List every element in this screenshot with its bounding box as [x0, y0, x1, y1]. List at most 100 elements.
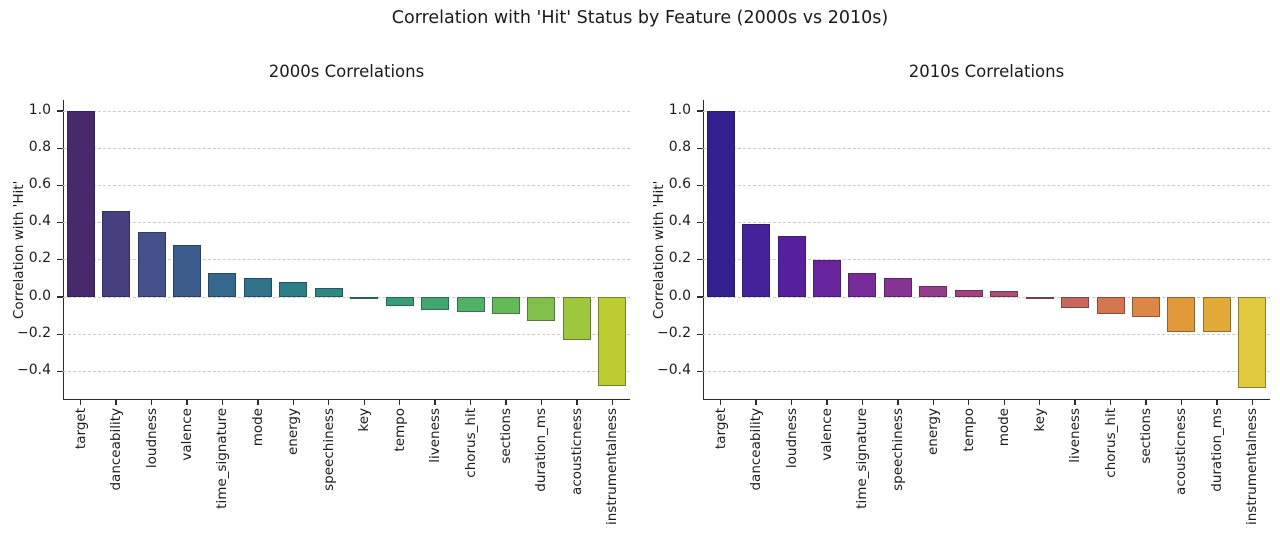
- y-tick-mark: [697, 147, 703, 149]
- bar-chorus_hit: [456, 297, 485, 312]
- gridline: [63, 296, 630, 298]
- y-tick-label: 0.0: [668, 287, 691, 304]
- y-tick-label: −0.4: [17, 361, 51, 378]
- bar-valence: [173, 244, 202, 297]
- x-tick-mark: [328, 400, 330, 405]
- y-tick-mark: [697, 370, 703, 373]
- gridline: [703, 184, 1270, 186]
- gridline: [63, 259, 630, 261]
- y-tick-mark: [57, 370, 63, 373]
- bar-energy: [919, 285, 948, 297]
- bar-liveness: [421, 297, 450, 311]
- y-tick-mark: [697, 333, 703, 335]
- bar-liveness: [1061, 297, 1090, 309]
- bar-mode: [243, 278, 272, 297]
- bar-loudness: [777, 235, 806, 297]
- x-tick-label: duration_ms: [1208, 408, 1225, 492]
- bar-acousticness: [562, 297, 591, 340]
- gridline: [703, 370, 1270, 372]
- bar-sections: [1131, 297, 1160, 318]
- bar-loudness: [137, 231, 166, 297]
- bar-energy: [279, 282, 308, 297]
- y-tick-label: 1.0: [28, 101, 51, 118]
- plot-area-2000s: [63, 100, 630, 400]
- gridline: [703, 333, 1270, 335]
- x-tick-label: valence: [819, 408, 836, 461]
- figure-title: Correlation with 'Hit' Status by Feature…: [391, 8, 889, 28]
- x-tick-label: energy: [925, 408, 942, 456]
- x-tick-mark: [861, 400, 864, 405]
- x-tick-label: key: [1031, 408, 1048, 432]
- x-tick-mark: [1145, 400, 1147, 405]
- y-tick-mark: [57, 296, 63, 298]
- bar-time_signature: [848, 272, 877, 297]
- bar-sections: [491, 297, 520, 314]
- x-tick-mark: [257, 400, 259, 405]
- gridline: [63, 184, 630, 186]
- x-tick-mark: [221, 400, 224, 405]
- y-tick-mark: [697, 110, 703, 112]
- bar-key: [350, 297, 379, 299]
- bar-duration_ms: [1202, 297, 1231, 333]
- bar-instrumentalness: [598, 297, 627, 387]
- y-tick-mark: [697, 184, 703, 187]
- bar-mode: [990, 291, 1019, 297]
- bar-tempo: [385, 297, 414, 307]
- y-tick-mark: [57, 110, 63, 112]
- gridline: [63, 370, 630, 372]
- y-tick-mark: [57, 184, 63, 187]
- plot-area-2010s: [703, 100, 1270, 400]
- bar-speechiness: [314, 287, 343, 297]
- x-tick-label: acousticness: [1173, 408, 1190, 495]
- x-tick-mark: [611, 400, 613, 405]
- x-tick-mark: [720, 400, 722, 405]
- x-tick-mark: [1074, 400, 1076, 405]
- x-tick-mark: [469, 400, 472, 405]
- y-tick-label: 0.8: [668, 138, 691, 155]
- x-tick-mark: [576, 400, 578, 405]
- gridline: [703, 110, 1270, 112]
- gridline: [63, 222, 630, 224]
- y-tick-mark: [57, 259, 63, 261]
- subplot-title-2000s: 2000s Correlations: [268, 62, 425, 81]
- x-tick-mark: [897, 400, 899, 405]
- y-tick-mark: [57, 147, 63, 149]
- x-tick-mark: [790, 400, 793, 405]
- x-tick-mark: [150, 400, 153, 405]
- x-tick-mark: [1251, 400, 1253, 405]
- gridline: [703, 222, 1270, 224]
- y-tick-mark: [57, 333, 63, 335]
- y-tick-mark: [57, 221, 63, 224]
- gridline: [63, 147, 630, 149]
- y-tick-label: 0.0: [28, 287, 51, 304]
- y-tick-label: 0.4: [668, 213, 691, 230]
- bar-key: [1025, 297, 1054, 299]
- x-tick-mark: [186, 400, 188, 405]
- x-tick-label: danceability: [748, 408, 765, 491]
- bar-valence: [813, 259, 842, 297]
- y-tick-label: 0.6: [668, 175, 691, 192]
- y-tick-label: −0.2: [17, 324, 51, 341]
- y-tick-mark: [697, 221, 703, 224]
- x-tick-label: sections: [1137, 408, 1154, 464]
- gridline: [63, 110, 630, 112]
- bar-tempo: [954, 289, 983, 297]
- y-tick-label: 0.6: [28, 175, 51, 192]
- bar-danceability: [102, 211, 131, 297]
- y-tick-label: 1.0: [668, 101, 691, 118]
- y-tick-label: 0.2: [668, 250, 691, 267]
- x-tick-label: instrumentalness: [1244, 408, 1261, 525]
- y-tick-mark: [697, 296, 703, 298]
- subplot-title-2010s: 2010s Correlations: [908, 62, 1065, 81]
- x-tick-mark: [115, 400, 117, 405]
- bar-instrumentalness: [1238, 297, 1267, 389]
- x-tick-mark: [968, 400, 970, 405]
- bar-time_signature: [208, 272, 237, 297]
- x-tick-mark: [755, 400, 757, 405]
- gridline: [703, 147, 1270, 149]
- bar-acousticness: [1167, 297, 1196, 333]
- gridline: [63, 333, 630, 335]
- x-tick-label: chorus_hit: [1102, 408, 1119, 478]
- x-tick-label: tempo: [960, 408, 977, 452]
